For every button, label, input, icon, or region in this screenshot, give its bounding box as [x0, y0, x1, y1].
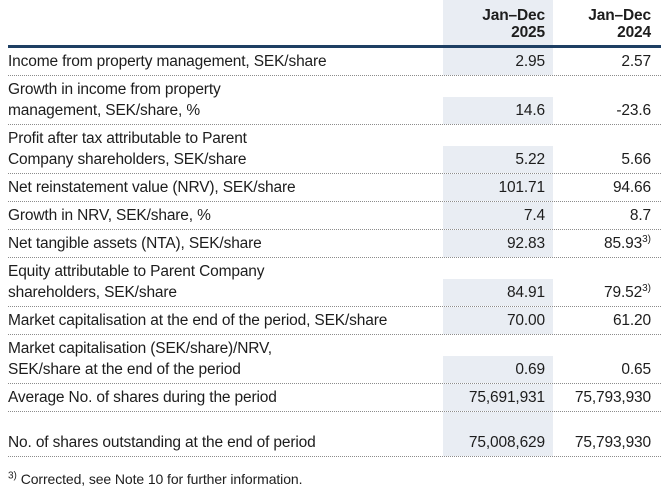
value-2024: [553, 412, 661, 429]
row-label: Average No. of shares during the period: [8, 389, 277, 406]
value-2024: 75,793,930: [574, 389, 651, 406]
value-2025: 14.6: [443, 97, 553, 124]
value-2025: 92.83: [443, 230, 553, 257]
table-row: Growth in NRV, SEK/share, % 7.4 8.7: [8, 202, 661, 230]
table-row: Market capitalisation at the end of the …: [8, 307, 661, 335]
value-2024: 94.66: [612, 179, 651, 196]
value-2025: 101.71: [443, 174, 553, 201]
key-figures-table: Jan–Dec 2025 Jan–Dec 2024 Income from pr…: [8, 0, 661, 457]
value-2025: 5.22: [443, 146, 553, 173]
value-2024: 79.523): [604, 282, 651, 301]
row-label: Net reinstatement value (NRV), SEK/share: [8, 179, 296, 196]
table-row: Growth in income from property managemen…: [8, 76, 661, 125]
value-2024: 2.57: [621, 53, 651, 70]
row-label: Equity attributable to Parent Company sh…: [8, 263, 265, 301]
table-row: No. of shares outstanding at the end of …: [8, 429, 661, 457]
table-header-row: Jan–Dec 2025 Jan–Dec 2024: [8, 0, 661, 48]
value-2025: 0.69: [443, 356, 553, 383]
value-2025: 75,008,629: [443, 429, 553, 456]
table-row: Profit after tax attributable to Parent …: [8, 125, 661, 174]
value-2025: 7.4: [443, 202, 553, 229]
table-row: Net reinstatement value (NRV), SEK/share…: [8, 174, 661, 202]
value-2024: 61.20: [612, 312, 651, 329]
value-2024: 5.66: [621, 151, 651, 168]
footnote-ref-marker: 3): [8, 470, 17, 482]
row-label: Market capitalisation (SEK/share)/NRV, S…: [8, 340, 272, 378]
value-2024: -23.6: [616, 102, 651, 119]
table-row: Average No. of shares during the period 7…: [8, 384, 661, 412]
value-2025: 84.91: [443, 279, 553, 306]
table-row: Net tangible assets (NTA), SEK/share 92.8…: [8, 230, 661, 258]
value-2025: [443, 412, 553, 429]
row-label: Market capitalisation at the end of the …: [8, 312, 388, 329]
value-2025: 2.95: [443, 48, 553, 75]
spacer-row: [8, 412, 661, 429]
col-header-2024: Jan–Dec 2024: [588, 7, 651, 41]
header-label-empty: [8, 34, 443, 45]
table-row: Equity attributable to Parent Company sh…: [8, 258, 661, 307]
value-2024: 85.933): [604, 233, 651, 252]
row-label: Income from property management, SEK/sha…: [8, 53, 327, 70]
row-label: [8, 412, 443, 429]
footnote-marker: 3): [642, 282, 651, 294]
row-label: Growth in NRV, SEK/share, %: [8, 207, 211, 224]
row-label: Profit after tax attributable to Parent …: [8, 130, 247, 168]
value-2024: 75,793,930: [574, 434, 651, 451]
value-2024: 0.65: [621, 361, 651, 378]
footnote: 3) Corrected, see Note 10 for further in…: [8, 471, 661, 487]
footnote-marker: 3): [642, 233, 651, 245]
row-label: Growth in income from property managemen…: [8, 81, 221, 119]
value-2025: 70.00: [443, 307, 553, 334]
table-row: Market capitalisation (SEK/share)/NRV, S…: [8, 335, 661, 384]
col-header-2025: Jan–Dec 2025: [443, 0, 553, 45]
value-2025: 75,691,931: [443, 384, 553, 411]
footnote-text: Corrected, see Note 10 for further infor…: [16, 471, 303, 487]
value-2024: 8.7: [629, 207, 651, 224]
row-label: Net tangible assets (NTA), SEK/share: [8, 235, 262, 252]
row-label: No. of shares outstanding at the end of …: [8, 434, 316, 451]
table-row: Income from property management, SEK/sha…: [8, 48, 661, 76]
